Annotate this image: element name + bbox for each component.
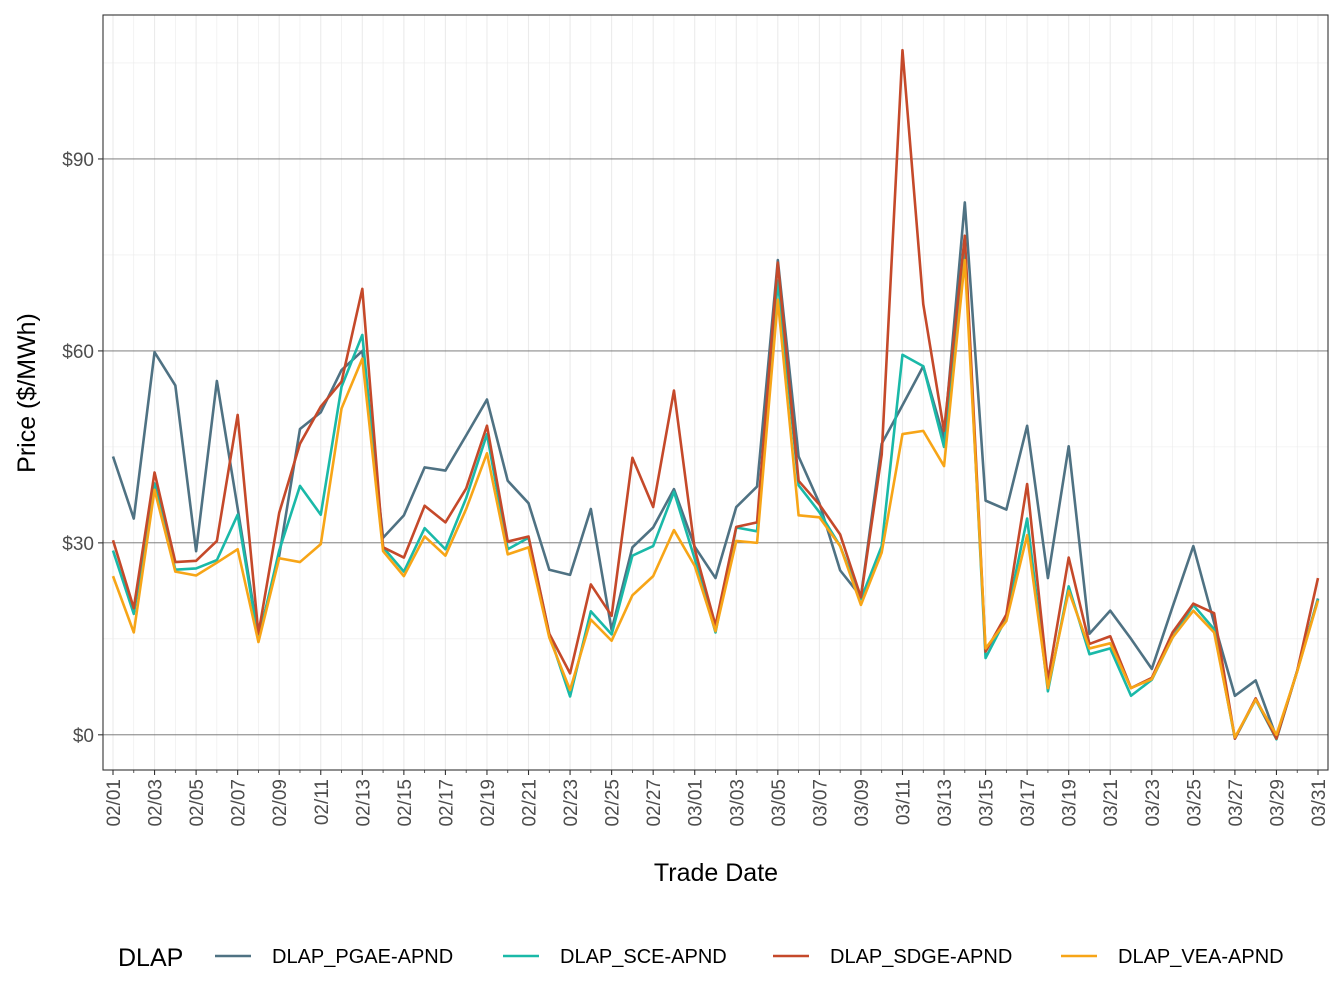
- series-lines: [111, 48, 1320, 741]
- x-tick-label: 02/17: [436, 779, 457, 827]
- x-tick-label: 03/31: [1309, 779, 1330, 827]
- x-tick-label: 02/21: [520, 779, 541, 827]
- x-tick-label: 03/21: [1101, 779, 1122, 827]
- x-tick-label: 03/17: [1018, 779, 1039, 827]
- legend-label-1: DLAP_PGAE-APND: [272, 946, 453, 968]
- x-tick-label: 02/19: [478, 779, 499, 827]
- major-gridlines: [103, 15, 1328, 770]
- x-tick-label: 02/25: [603, 779, 624, 827]
- x-tick-label: 03/13: [935, 779, 956, 827]
- x-tick-label: 02/01: [104, 779, 125, 827]
- legend-title: DLAP: [118, 944, 183, 972]
- x-tick-label: 02/23: [561, 779, 582, 827]
- x-tick-label: 02/05: [187, 779, 208, 827]
- x-tick-label: 03/01: [686, 779, 707, 827]
- legend: DLAP DLAP_PGAE-APND DLAP_SCE-APND DLAP_SDG…: [118, 944, 1284, 972]
- x-tick-label: 02/07: [229, 779, 250, 827]
- x-tick-label: 03/15: [977, 779, 998, 827]
- x-tick-label: 03/19: [1060, 779, 1081, 827]
- y-tick-label: $90: [62, 150, 94, 171]
- x-tick-label: 03/23: [1143, 779, 1164, 827]
- x-tick-label: 02/03: [146, 779, 167, 827]
- x-axis: 02/01 02/03 02/05 02/07 02/09 02/11 02/13 02/15…: [104, 770, 1330, 827]
- x-tick-label: 03/03: [727, 779, 748, 827]
- legend-label-2: DLAP_SCE-APND: [560, 946, 727, 968]
- x-tick-label: 03/07: [810, 779, 831, 827]
- x-tick-label: 02/11: [312, 779, 333, 825]
- y-tick-label: $30: [62, 534, 94, 555]
- y-axis: $0 $30 $60 $90: [62, 150, 103, 747]
- x-axis-title: Trade Date: [654, 859, 778, 887]
- series-line-4: [111, 258, 1320, 739]
- x-tick-label: 03/29: [1267, 779, 1288, 827]
- x-tick-label: 03/25: [1184, 779, 1205, 827]
- x-tick-label: 02/15: [395, 779, 416, 827]
- y-axis-title: Price ($/MWh): [13, 313, 41, 473]
- y-tick-label: $60: [62, 342, 94, 363]
- x-tick-label: 03/05: [769, 779, 790, 827]
- x-tick-label: 02/13: [353, 779, 374, 827]
- legend-label-3: DLAP_SDGE-APND: [830, 946, 1012, 968]
- y-tick-label: $0: [73, 726, 94, 747]
- x-tick-label: 03/27: [1226, 779, 1247, 827]
- x-tick-label: 03/11: [893, 779, 914, 825]
- x-tick-label: 02/27: [644, 779, 665, 827]
- x-tick-label: 02/09: [270, 779, 291, 827]
- legend-label-4: DLAP_VEA-APND: [1118, 946, 1284, 968]
- x-tick-label: 03/09: [852, 779, 873, 827]
